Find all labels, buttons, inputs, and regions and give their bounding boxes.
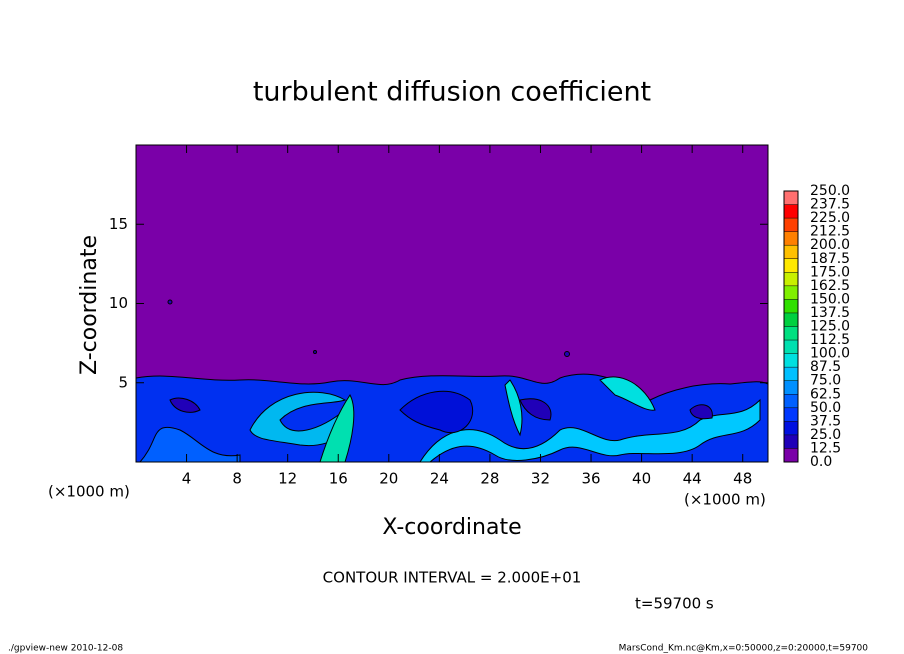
swirl	[399, 390, 474, 434]
colorbar-segment	[784, 353, 798, 368]
swirl	[138, 426, 241, 463]
colorbar-label: 150.0	[810, 291, 850, 307]
x-tick-label: 8	[232, 470, 242, 488]
x-tick-label: 16	[329, 470, 348, 488]
swirl	[319, 394, 355, 463]
x-tick-label: 20	[379, 470, 398, 488]
colorbar-segment	[784, 299, 798, 313]
y-tick-label: 5	[118, 373, 128, 391]
contour-interval: CONTOUR INTERVAL = 2.000E+01	[323, 569, 582, 587]
colorbar-label: 25.0	[810, 427, 841, 443]
footer-left: ./gpview-new 2010-12-08	[8, 644, 123, 654]
colorbar-segment	[784, 258, 798, 273]
x-tick-label: 28	[480, 470, 499, 488]
colorbar-label: 212.5	[810, 224, 850, 240]
colorbar-segment	[784, 407, 798, 422]
colorbar-segment	[784, 231, 798, 246]
x-tick-label: 24	[430, 470, 449, 488]
colorbar-label: 187.5	[810, 251, 850, 267]
blob	[564, 351, 570, 357]
x-axis-label: X-coordinate	[382, 515, 521, 540]
colorbar-segment	[784, 367, 798, 381]
colorbar-label: 62.5	[810, 386, 841, 402]
colorbar-segment	[784, 191, 798, 205]
swirl	[249, 391, 351, 447]
x-unit-label: (×1000 m)	[684, 491, 766, 509]
colorbar-label: 0.0	[810, 454, 832, 470]
swirl	[169, 397, 713, 421]
footer-right: MarsCond_Km.nc@Km,x=0:50000,z=0:20000,t=…	[619, 644, 869, 654]
x-tick-label: 12	[278, 470, 297, 488]
y-tick-label: 10	[109, 294, 128, 312]
swirl	[599, 376, 656, 411]
colorbar-label: 225.0	[810, 210, 850, 226]
blob	[167, 299, 173, 305]
swirl	[504, 379, 523, 437]
colorbar-label: 87.5	[810, 359, 841, 375]
colorbar-segment	[784, 394, 798, 408]
colorbar-label: 175.0	[810, 264, 850, 280]
contour-field	[135, 145, 769, 463]
time-label: t=59700 s	[635, 595, 714, 613]
colorbar-segment	[784, 340, 798, 354]
colorbar-segment	[784, 285, 798, 300]
colorbar-segment	[784, 326, 798, 341]
x-tick-label: 40	[632, 470, 651, 488]
colorbar-label: 137.5	[810, 305, 850, 321]
x-tick-label: 32	[531, 470, 550, 488]
colorbar-segment	[784, 380, 798, 395]
x-tick-label: 36	[581, 470, 600, 488]
colorbar-label: 250.0	[810, 183, 850, 199]
colorbar-label: 237.5	[810, 197, 850, 213]
colorbar-segment	[784, 204, 798, 219]
colorbar-segment	[784, 448, 798, 462]
colorbar-segment	[784, 218, 798, 232]
colorbar-label: 50.0	[810, 400, 841, 416]
colorbar-label: 12.5	[810, 440, 841, 456]
colorbar-segment	[784, 312, 798, 327]
colorbar-label: 37.5	[810, 413, 841, 429]
x-tick-label: 4	[182, 470, 192, 488]
colorbar-label: 162.5	[810, 278, 850, 294]
colorbar-segment	[784, 272, 798, 286]
colorbar-segment	[784, 245, 798, 259]
chart-title: turbulent diffusion coefficient	[253, 77, 651, 108]
colorbar-segment	[784, 434, 798, 449]
colorbar-label: 112.5	[810, 332, 850, 348]
colorbar-label: 75.0	[810, 373, 841, 389]
x-tick-label: 44	[683, 470, 702, 488]
y-axis-label: Z-coordinate	[77, 235, 102, 375]
y-unit-label: (×1000 m)	[48, 483, 130, 501]
y-tick-label: 15	[109, 215, 128, 233]
colorbar-label: 125.0	[810, 319, 850, 335]
colorbar-label: 200.0	[810, 237, 850, 253]
colorbar-label: 100.0	[810, 346, 850, 362]
colorbar-segment	[784, 421, 798, 435]
blob	[313, 350, 317, 354]
x-tick-label: 48	[733, 470, 752, 488]
